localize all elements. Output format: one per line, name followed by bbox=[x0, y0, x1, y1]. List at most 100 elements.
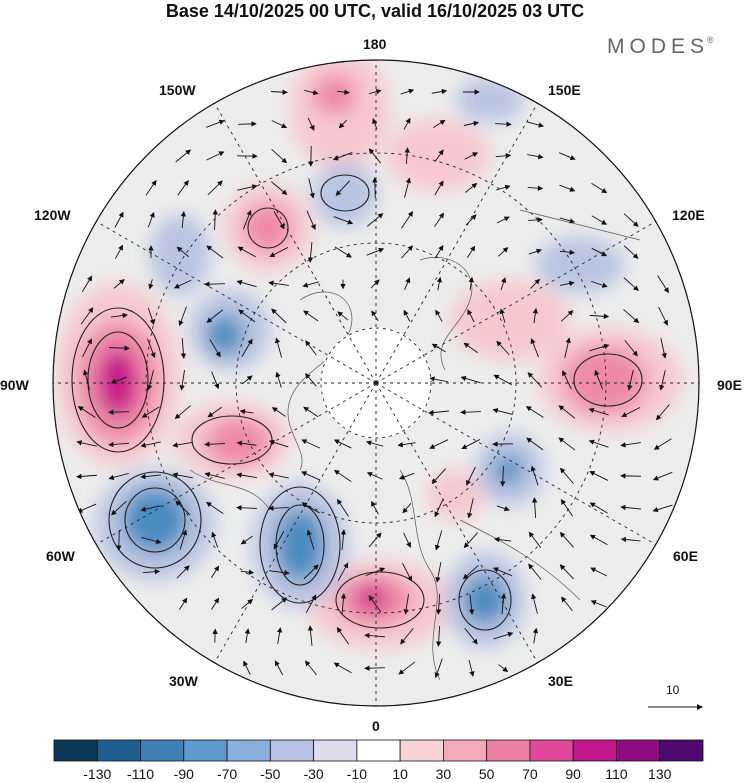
wind-vector-146 bbox=[562, 370, 572, 390]
contour-10 bbox=[458, 569, 512, 631]
colorbar-tick-12: 110 bbox=[605, 766, 628, 782]
colorbar-tick-2: -90 bbox=[173, 766, 194, 782]
wind-vector-191 bbox=[268, 472, 289, 479]
wind-vector-82 bbox=[148, 279, 154, 290]
wind-vector-256 bbox=[211, 597, 220, 610]
wind-vector-142 bbox=[429, 376, 448, 383]
wind-vector-19 bbox=[206, 151, 225, 161]
wind-vector-12 bbox=[372, 118, 378, 130]
colorbar-tick-11: 90 bbox=[565, 766, 581, 782]
wind-vector-62 bbox=[623, 213, 639, 227]
wind-vector-98 bbox=[657, 275, 669, 294]
wind-vector-94 bbox=[530, 278, 541, 289]
anomaly-2 bbox=[98, 348, 138, 416]
wind-vector-135 bbox=[110, 376, 127, 384]
wind-vector-198 bbox=[500, 466, 506, 487]
wind-vector-215 bbox=[434, 499, 444, 518]
wind-vector-216 bbox=[467, 498, 474, 519]
wind-vector-5 bbox=[431, 88, 448, 95]
wind-vector-211 bbox=[301, 502, 320, 514]
wind-vector-11 bbox=[338, 119, 347, 129]
wind-vector-275 bbox=[400, 627, 414, 645]
wind-vector-163 bbox=[588, 407, 609, 416]
wind-vector-225 bbox=[179, 529, 188, 550]
anomaly-18 bbox=[123, 488, 187, 552]
wind-vector-190 bbox=[236, 472, 257, 479]
anomaly-14 bbox=[563, 346, 647, 414]
contour-5 bbox=[259, 486, 341, 604]
wind-vector-244 bbox=[269, 570, 290, 576]
meridian-8 bbox=[96, 382, 377, 545]
wind-vector-277 bbox=[464, 627, 478, 645]
wind-vector-130 bbox=[564, 337, 571, 358]
wind-vector-169 bbox=[172, 441, 193, 448]
wind-vector-245 bbox=[303, 564, 319, 580]
wind-vector-133 bbox=[660, 338, 667, 359]
wind-vector-279 bbox=[532, 627, 539, 644]
wind-vector-224 bbox=[141, 537, 162, 545]
wind-vector-95 bbox=[560, 280, 575, 287]
wind-vector-40 bbox=[434, 180, 444, 196]
wind-vector-104 bbox=[238, 309, 256, 323]
colorbar-swatch-2 bbox=[140, 739, 185, 762]
anomaly-6 bbox=[244, 204, 292, 252]
latitude-circle-2 bbox=[145, 152, 607, 614]
wind-vector-112 bbox=[499, 308, 506, 323]
contour-7 bbox=[320, 174, 370, 212]
wind-vector-248 bbox=[402, 562, 412, 582]
wind-vector-90 bbox=[404, 277, 411, 290]
wind-vector-267 bbox=[561, 596, 573, 612]
wind-vector-61 bbox=[591, 215, 608, 225]
wind-vector-43 bbox=[527, 185, 544, 191]
wind-vector-80 bbox=[81, 275, 93, 292]
wind-vector-144 bbox=[493, 374, 512, 386]
wind-vector-52 bbox=[306, 210, 316, 230]
wind-vector-221 bbox=[620, 504, 641, 511]
wind-vector-78 bbox=[591, 247, 608, 257]
wind-vector-69 bbox=[307, 242, 314, 263]
wind-vector-13 bbox=[403, 117, 411, 130]
coastline-2 bbox=[399, 469, 441, 681]
wind-vector-177 bbox=[429, 439, 449, 449]
colorbar-tick-5: -30 bbox=[303, 766, 324, 782]
wind-vector-274 bbox=[364, 632, 386, 639]
wind-vector-218 bbox=[531, 497, 538, 519]
wind-vector-250 bbox=[462, 564, 479, 580]
meridian-10 bbox=[96, 221, 377, 384]
label-120w: 120W bbox=[34, 207, 71, 223]
colorbar-tick-8: 30 bbox=[435, 766, 452, 782]
wind-vector-276 bbox=[435, 625, 442, 647]
wind-vector-288 bbox=[498, 664, 509, 673]
wind-vector-232 bbox=[403, 532, 411, 548]
wind-vector-270 bbox=[244, 628, 251, 643]
wind-vector-246 bbox=[337, 562, 349, 582]
wind-vector-70 bbox=[334, 246, 352, 258]
colorbar-tick-9: 50 bbox=[478, 766, 495, 782]
wind-vector-185 bbox=[76, 473, 98, 480]
vector-scale-label: 10 bbox=[666, 683, 680, 697]
wind-vector-203 bbox=[652, 471, 673, 481]
wind-vector-26 bbox=[434, 149, 444, 163]
wind-vector-273 bbox=[336, 627, 350, 645]
wind-vector-137 bbox=[179, 370, 185, 391]
wind-vector-238 bbox=[589, 534, 608, 546]
wind-vector-108 bbox=[371, 310, 379, 322]
wind-vector-32 bbox=[177, 179, 189, 196]
wind-vector-42 bbox=[496, 184, 511, 191]
wind-vector-84 bbox=[204, 281, 226, 287]
wind-vector-193 bbox=[333, 469, 352, 482]
wind-vector-281 bbox=[274, 660, 284, 676]
wind-vector-56 bbox=[434, 212, 444, 227]
wind-vector-89 bbox=[370, 279, 380, 289]
wind-vector-3 bbox=[369, 89, 382, 95]
wind-vector-249 bbox=[435, 562, 442, 583]
wind-vector-173 bbox=[301, 439, 321, 449]
wind-vector-153 bbox=[174, 405, 191, 419]
wind-vector-149 bbox=[659, 370, 666, 391]
colorbar-swatch-0 bbox=[53, 739, 98, 762]
map-boundary bbox=[52, 59, 700, 707]
colorbar-swatch-10 bbox=[486, 739, 531, 762]
wind-vector-287 bbox=[468, 659, 475, 677]
label-120e: 120E bbox=[672, 207, 705, 223]
